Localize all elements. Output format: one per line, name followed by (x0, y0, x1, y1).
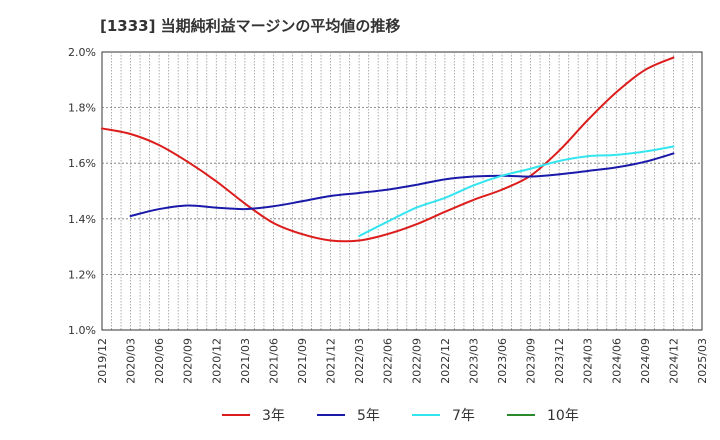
y-tick-label: 2.0% (68, 46, 96, 59)
y-tick-label: 1.6% (68, 157, 96, 170)
legend-label: 7年 (452, 408, 475, 424)
series-lines (101, 56, 675, 243)
x-tick-label: 2024/09 (639, 338, 652, 384)
y-tick-label: 1.0% (68, 324, 96, 337)
x-tick-label: 2022/06 (382, 338, 395, 384)
x-tick-label: 2022/09 (410, 338, 423, 384)
horizontal-gridlines (102, 107, 702, 275)
legend-label: 5年 (357, 408, 380, 424)
series-line-0 (101, 56, 675, 243)
y-tick-label: 1.2% (68, 268, 96, 281)
series-line-2 (358, 145, 675, 238)
chart-title: [1333] 当期純利益マージンの平均値の推移 (100, 17, 400, 35)
x-tick-label: 2019/12 (96, 338, 109, 384)
y-tick-label: 1.4% (68, 213, 96, 226)
x-tick-label: 2020/03 (125, 338, 138, 384)
y-tick-label: 1.8% (68, 102, 96, 115)
legend-label: 10年 (547, 408, 579, 424)
x-tick-label: 2025/03 (696, 338, 709, 384)
series-line-1 (129, 152, 675, 218)
x-tick-label: 2023/06 (496, 338, 509, 384)
x-tick-label: 2021/09 (296, 338, 309, 384)
x-tick-label: 2020/09 (182, 338, 195, 384)
x-tick-label: 2021/03 (239, 338, 252, 384)
plot-area (101, 51, 703, 331)
x-tick-label: 2020/12 (210, 338, 223, 384)
vertical-gridlines (111, 52, 693, 330)
legend: 3年 5年 7年 10年 (222, 408, 579, 424)
x-tick-label: 2023/12 (553, 338, 566, 384)
x-tick-label: 2022/12 (439, 338, 452, 384)
x-tick-label: 2022/03 (353, 338, 366, 384)
x-tick-label: 2021/06 (267, 338, 280, 384)
x-tick-label: 2024/03 (582, 338, 595, 384)
x-tick-label: 2024/12 (667, 338, 680, 384)
x-tick-label: 2020/06 (153, 338, 166, 384)
x-tick-label: 2023/03 (467, 338, 480, 384)
x-axis-tick-labels: 2019/12 2020/03 2020/06 2020/09 2020/12 2021/… (96, 338, 709, 384)
x-tick-label: 2021/12 (325, 338, 338, 384)
y-axis-tick-labels: 1.0% 1.2% 1.4% 1.6% 1.8% 2.0% (68, 46, 96, 337)
x-tick-label: 2024/06 (610, 338, 623, 384)
legend-label: 3年 (262, 408, 285, 424)
x-tick-label: 2023/09 (525, 338, 538, 384)
